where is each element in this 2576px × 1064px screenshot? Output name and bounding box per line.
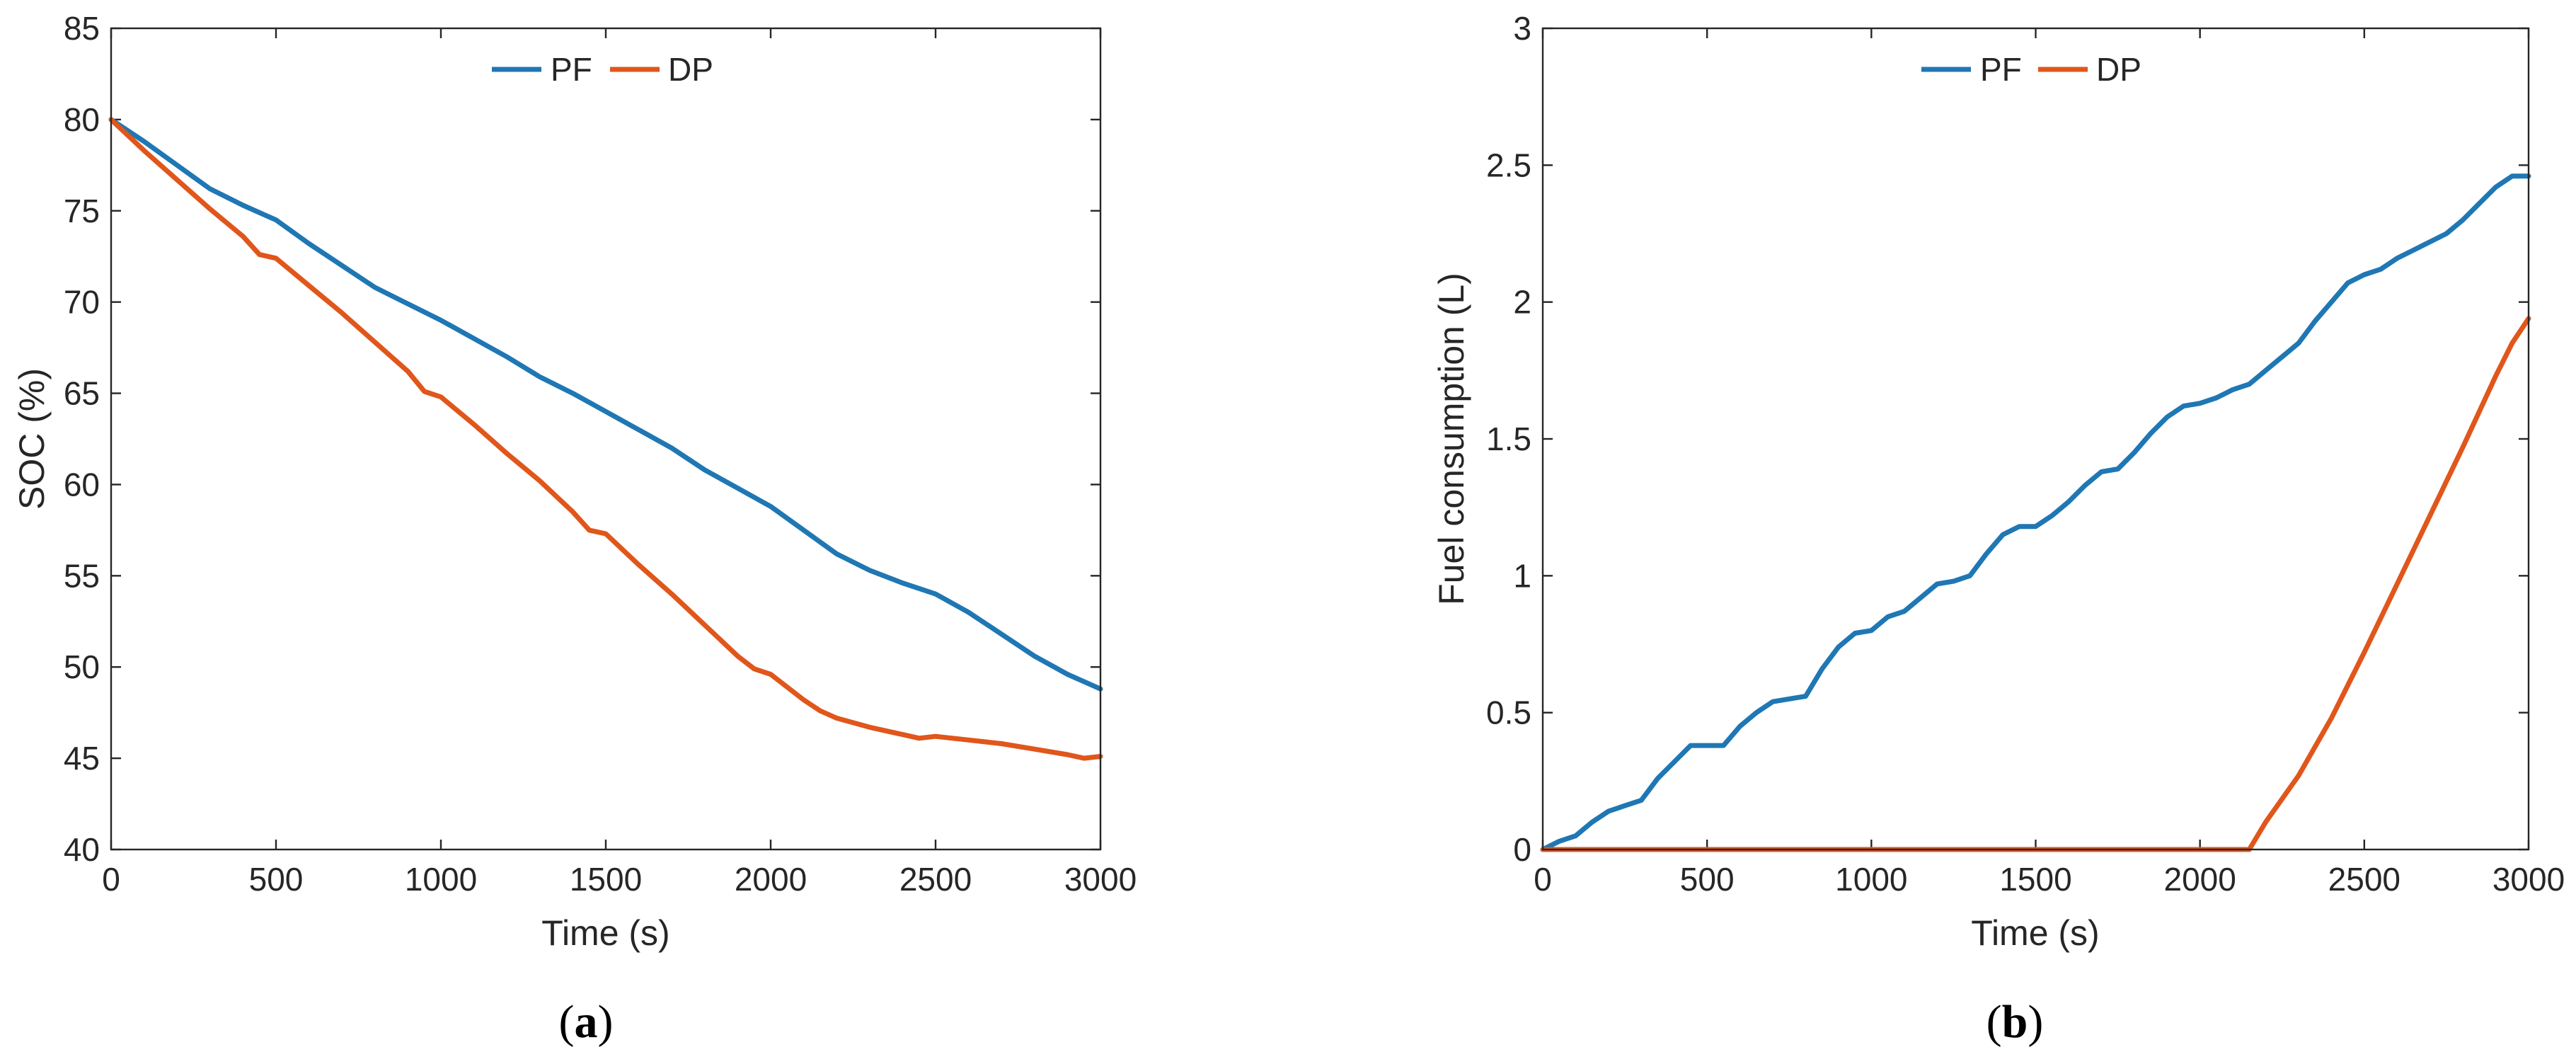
chart-a-legend-dp-label: DP xyxy=(668,51,713,88)
chart-b-y-tick-label: 0 xyxy=(1513,831,1531,868)
chart-b-x-tick-label: 2000 xyxy=(2163,861,2236,898)
chart-a-legend: PF DP xyxy=(492,51,713,88)
chart-b-x-axis-title: Time (s) xyxy=(1971,913,2099,953)
chart-b-y-tick-label: 1 xyxy=(1513,557,1531,594)
chart-b-series-pf-line xyxy=(1540,173,2531,852)
chart-b-y-tick-label: 2.5 xyxy=(1486,147,1531,183)
panel-label-b-letter: b xyxy=(2002,996,2028,1048)
chart-a-series-pf-line xyxy=(108,117,1103,692)
chart-a-y-tick-label: 40 xyxy=(64,831,100,868)
chart-a-y-tick-label: 60 xyxy=(64,466,100,503)
chart-a-x-tick-label: 0 xyxy=(102,861,120,898)
panel-label-b-close: ) xyxy=(2028,996,2043,1048)
chart-a-y-tick-label: 70 xyxy=(64,284,100,321)
chart-a: 0 500 1000 1500 2000 2500 3000 40 45 50 55 60 65 70 75… xyxy=(12,10,1137,1048)
chart-a-x-tick-label: 2500 xyxy=(899,861,972,898)
chart-b-x-tick-label: 3000 xyxy=(2492,861,2565,898)
chart-a-axes-box xyxy=(110,27,1102,851)
chart-b-x-tick-label: 2500 xyxy=(2328,861,2400,898)
panel-label-a-open: ( xyxy=(559,996,575,1048)
chart-b-y-tick-label: 2 xyxy=(1513,284,1531,321)
panel-label-a-close: ) xyxy=(598,996,614,1048)
chart-a-x-tick-label: 500 xyxy=(249,861,304,898)
chart-b-legend: PF DP xyxy=(1921,51,2141,88)
chart-a-legend-pf-label: PF xyxy=(551,51,592,88)
chart-a-x-tick-label: 1000 xyxy=(405,861,477,898)
chart-b-y-tick-label: 3 xyxy=(1513,10,1531,47)
panel-label-a-letter: a xyxy=(575,996,598,1048)
chart-a-y-tick-label: 45 xyxy=(64,740,100,777)
chart-a-x-tick-label: 3000 xyxy=(1064,861,1137,898)
chart-b-legend-pf-label: PF xyxy=(1980,51,2022,88)
chart-a-ticks: 0 500 1000 1500 2000 2500 3000 40 45 50 55 60 65 70 75… xyxy=(64,10,1137,898)
chart-b-axes-box xyxy=(1541,27,2530,851)
chart-b-y-axis-title: Fuel consumption (L) xyxy=(1432,273,1471,605)
chart-a-plot-area xyxy=(111,28,1100,850)
chart-b-y-tick-label: 1.5 xyxy=(1486,421,1531,457)
chart-a-x-tick-label: 2000 xyxy=(735,861,807,898)
chart-b-y-tick-label: 0.5 xyxy=(1486,694,1531,731)
chart-b-plot-area xyxy=(1543,28,2529,850)
chart-a-y-tick-label: 50 xyxy=(64,648,100,685)
chart-b-x-tick-label: 1000 xyxy=(1835,861,1907,898)
panel-label-a: (a) xyxy=(559,996,614,1048)
chart-a-y-tick-label: 55 xyxy=(64,557,100,594)
chart-a-y-tick-label: 75 xyxy=(64,193,100,229)
panel-label-b-open: ( xyxy=(1986,996,2002,1048)
panel-label-b: (b) xyxy=(1986,996,2044,1048)
chart-a-series-dp-line xyxy=(108,117,1103,761)
chart-b: 0 500 1000 1500 2000 2500 3000 0 0.5 1 1.5 2 2.5 3 PF… xyxy=(1432,10,2565,1048)
chart-b-x-tick-label: 500 xyxy=(1680,861,1735,898)
chart-a-y-tick-label: 65 xyxy=(64,375,100,412)
chart-a-series xyxy=(108,117,1103,761)
chart-a-y-axis-title: SOC (%) xyxy=(12,368,52,510)
chart-b-x-tick-label: 1500 xyxy=(1999,861,2071,898)
chart-b-x-tick-label: 0 xyxy=(1534,861,1552,898)
chart-a-y-tick-label: 85 xyxy=(64,10,100,47)
chart-b-legend-dp-label: DP xyxy=(2096,51,2141,88)
chart-a-x-tick-label: 1500 xyxy=(570,861,642,898)
chart-a-x-axis-title: Time (s) xyxy=(541,913,669,953)
chart-b-ticks: 0 500 1000 1500 2000 2500 3000 0 0.5 1 1.5 2 2.5 3 xyxy=(1486,10,2565,898)
chart-a-y-tick-label: 80 xyxy=(64,101,100,138)
